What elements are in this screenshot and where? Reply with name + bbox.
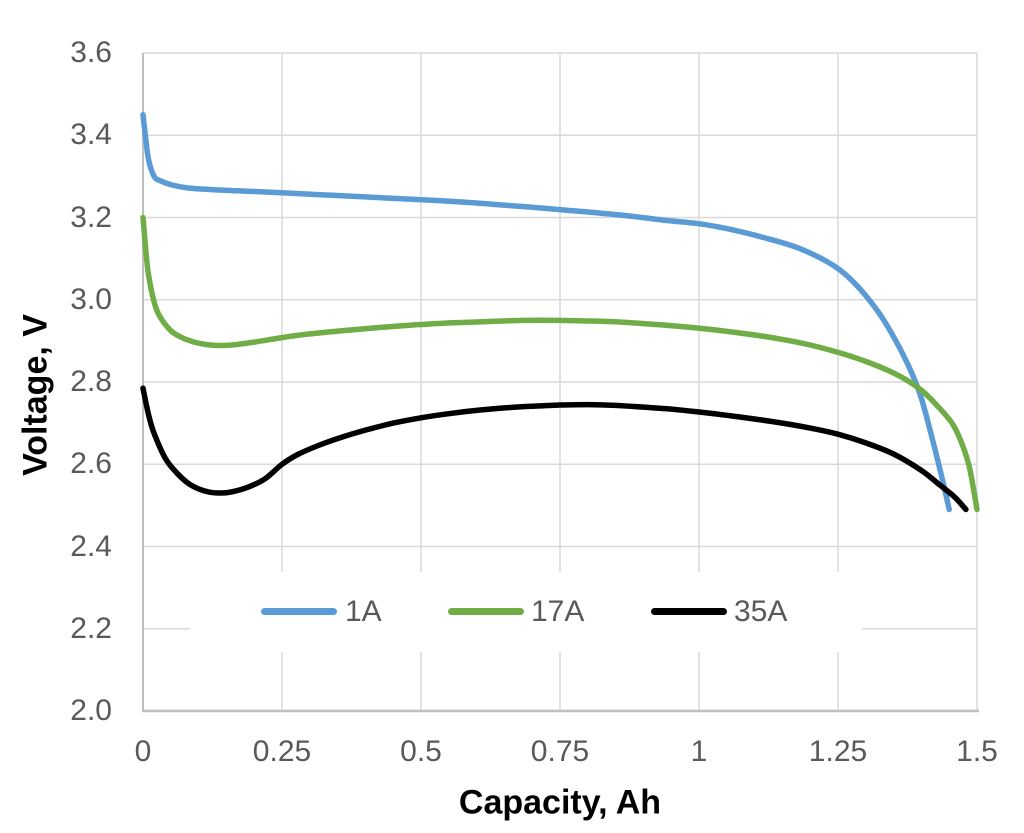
y-tick-label: 2.8: [70, 365, 112, 398]
y-tick-label: 2.0: [70, 694, 112, 727]
x-tick-label: 0: [134, 735, 152, 768]
x-axis-title: Capacity, Ah: [458, 783, 662, 822]
x-tick-label: 0.5: [400, 735, 442, 768]
y-tick-label: 2.6: [70, 447, 112, 481]
series-line-35a: [140, 385, 969, 513]
legend-label-17a: 17A: [531, 595, 585, 628]
legend-swatch-35a: [651, 608, 727, 615]
y-tick-label: 2.2: [70, 611, 112, 645]
legend-label-35a: 35A: [734, 595, 788, 628]
legend-swatch-1a: [261, 608, 337, 615]
y-tick-label: 3.2: [70, 200, 112, 234]
y-tick-label: 3.4: [70, 118, 112, 152]
legend-label-1a: 1A: [345, 595, 382, 628]
x-tick-label: 1.5: [956, 735, 998, 768]
y-tick-label: 2.4: [70, 529, 112, 563]
x-tick-label: 1: [690, 735, 708, 768]
y-tick-label: 3.6: [70, 36, 112, 69]
series-line-17a: [140, 214, 980, 513]
x-tick-label: 0.25: [252, 735, 312, 768]
y-tick-label: 3.0: [70, 282, 112, 316]
x-tick-label: 1.25: [808, 735, 868, 768]
legend-swatch-17a: [448, 608, 524, 615]
series-line-1a: [140, 111, 952, 513]
x-tick-label: 0.75: [530, 735, 590, 768]
